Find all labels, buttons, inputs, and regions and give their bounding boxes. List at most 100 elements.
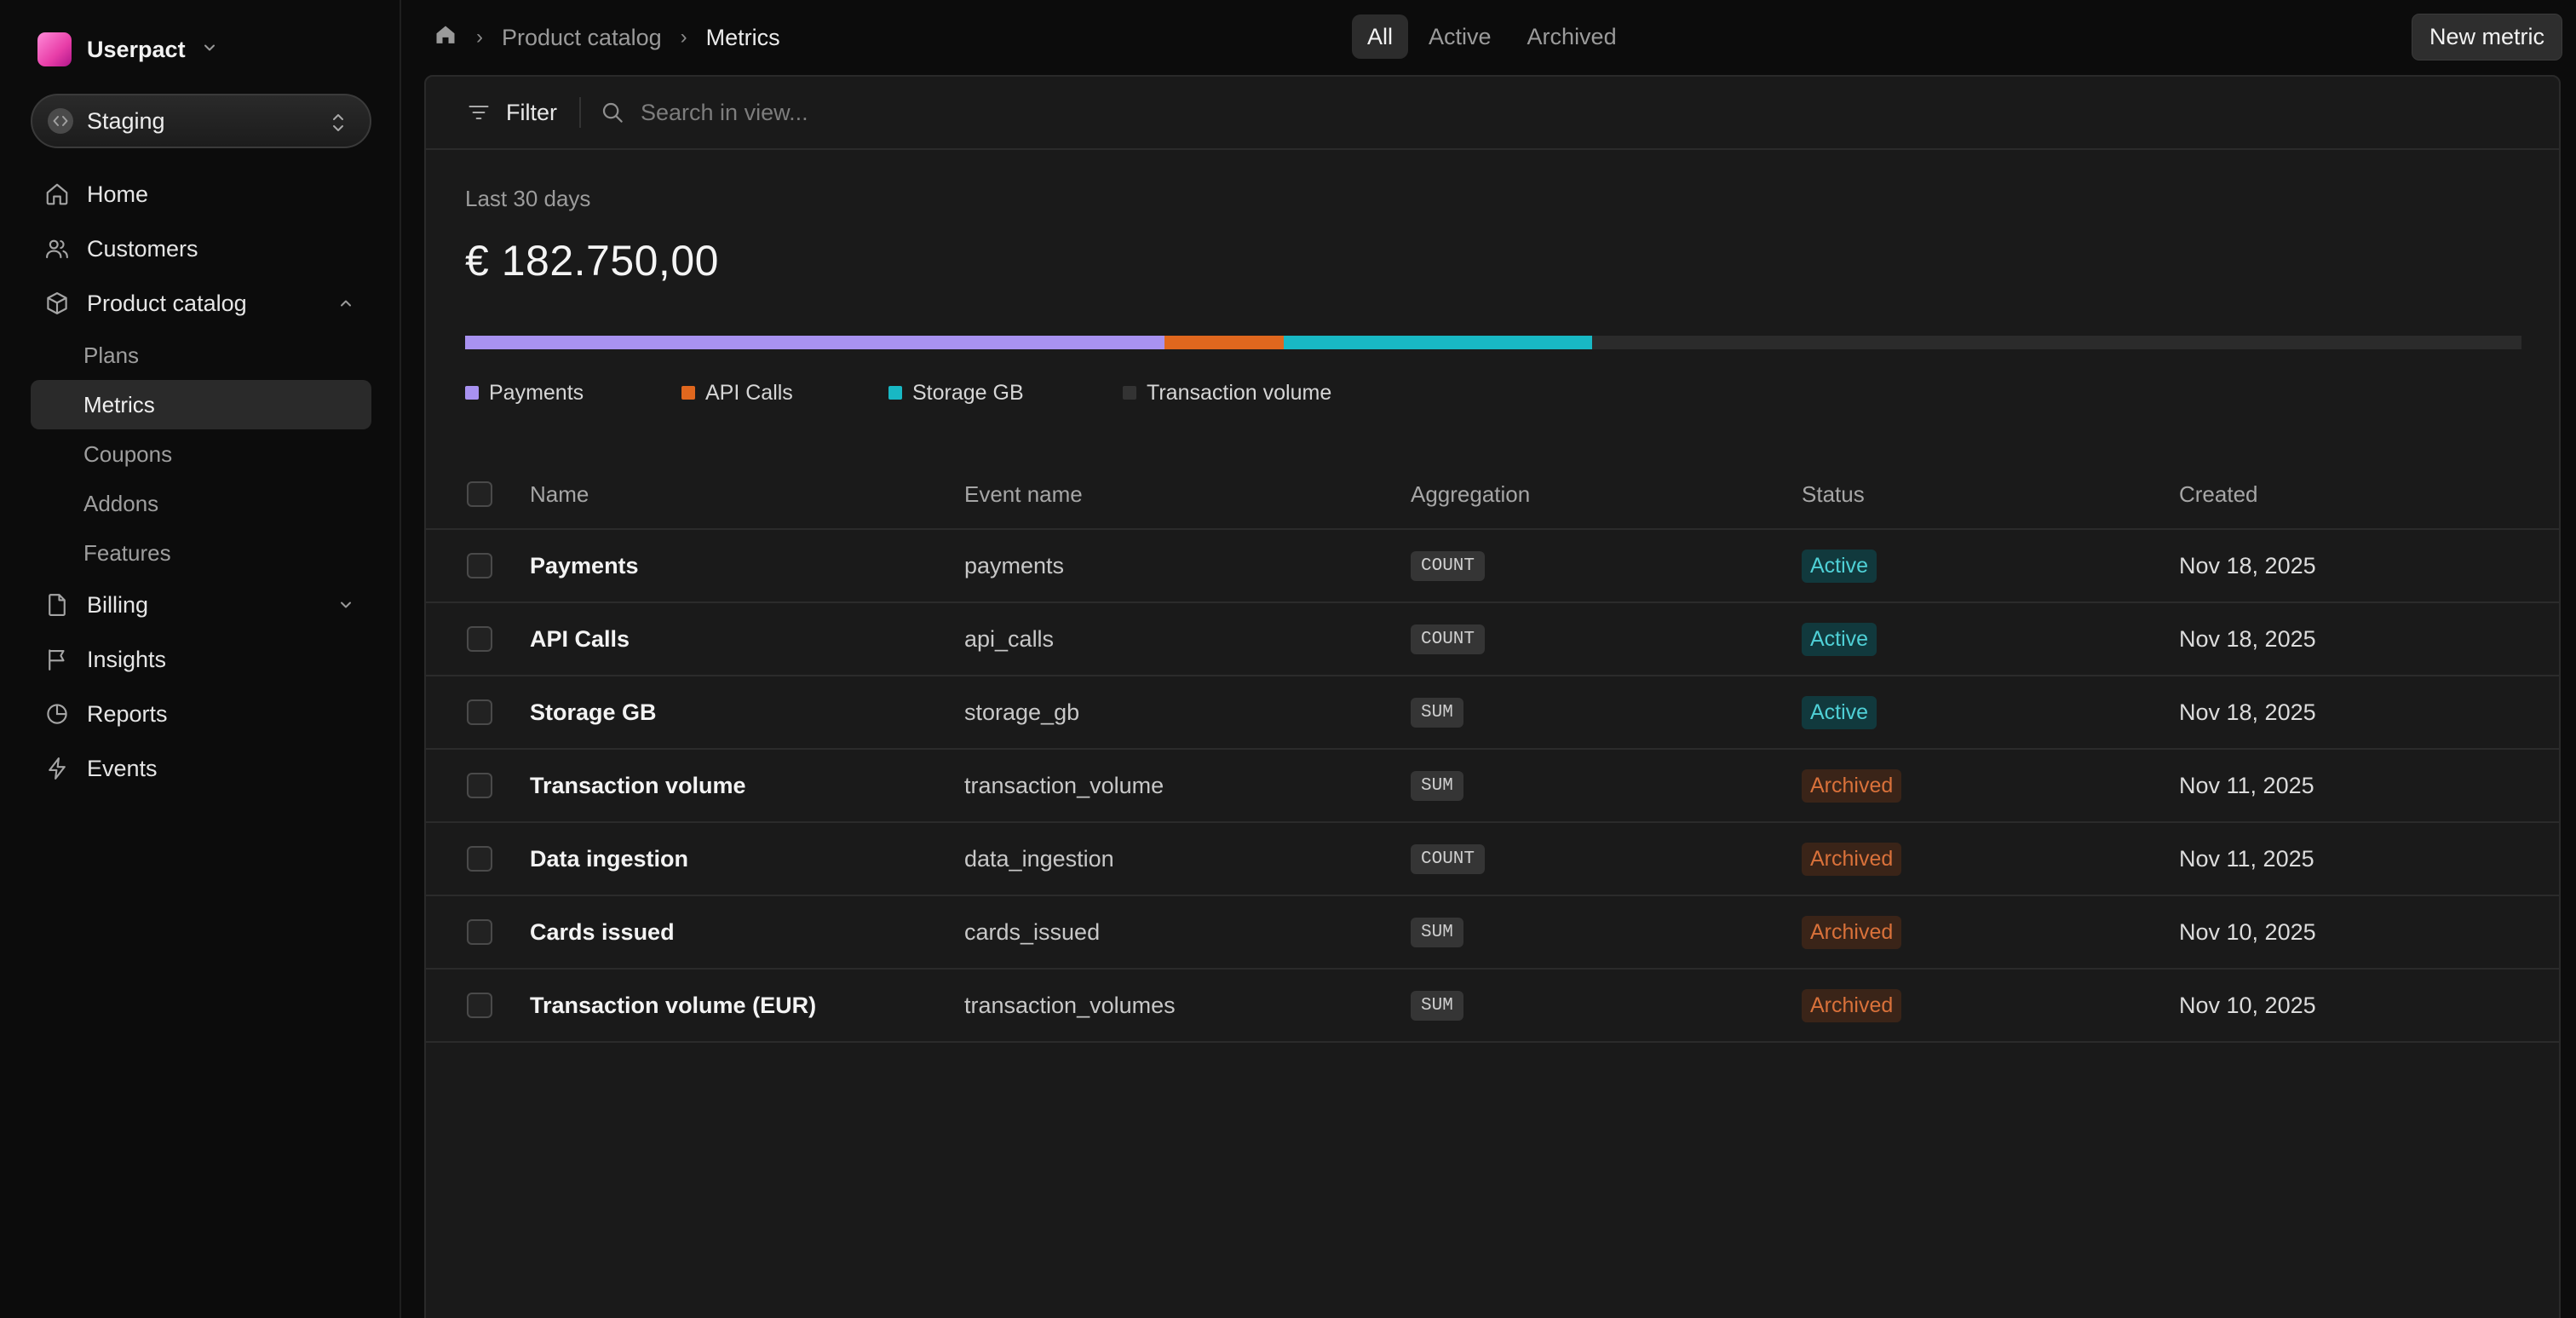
- sidebar: Userpact Staging Home Customers Product …: [0, 0, 401, 1318]
- legend-label: Storage GB: [912, 380, 1024, 405]
- row-checkbox[interactable]: [467, 553, 492, 578]
- new-metric-button[interactable]: New metric: [2411, 14, 2562, 60]
- row-checkbox[interactable]: [467, 993, 492, 1018]
- usage-legend: Payments API Calls Storage GB Transactio…: [465, 378, 1331, 407]
- sidebar-subitem-addons[interactable]: Addons: [83, 490, 159, 516]
- pie-chart-icon: [47, 704, 67, 724]
- table-body: Payments payments COUNT Active Nov 18, 2…: [426, 530, 2559, 1043]
- sidebar-item-insights[interactable]: Insights: [31, 632, 371, 687]
- legend-label: API Calls: [705, 380, 793, 405]
- summary-period: Last 30 days: [465, 186, 591, 211]
- event-name: data_ingestion: [964, 845, 1114, 872]
- org-switcher[interactable]: Userpact: [37, 32, 218, 66]
- legend-item-transaction-volume: Transaction volume: [1123, 381, 1331, 406]
- environment-selector[interactable]: Staging: [31, 94, 371, 148]
- search-icon: [602, 102, 623, 123]
- breadcrumb-current: Metrics: [705, 24, 780, 50]
- sidebar-subitem-coupons[interactable]: Coupons: [83, 440, 173, 467]
- created-date: Nov 18, 2025: [2179, 625, 2316, 652]
- status-filter-tabs: All Active Archived: [1352, 14, 1632, 59]
- view-toolbar: Filter: [426, 77, 2559, 150]
- table-row[interactable]: Cards issued cards_issued SUM Archived N…: [426, 896, 2559, 970]
- filter-button[interactable]: Filter: [467, 100, 557, 126]
- row-checkbox[interactable]: [467, 773, 492, 798]
- created-date: Nov 18, 2025: [2179, 552, 2316, 578]
- sidebar-item-home[interactable]: Home: [31, 167, 371, 222]
- sidebar-subitem-metrics[interactable]: Metrics: [31, 380, 371, 429]
- sidebar-item-customers[interactable]: Customers: [31, 222, 371, 276]
- tab-archived[interactable]: Archived: [1527, 23, 1617, 49]
- top-bar: › Product catalog › Metrics All Active A…: [401, 0, 2576, 75]
- sidebar-item-label: Customers: [87, 235, 198, 262]
- tab-active[interactable]: Active: [1429, 23, 1492, 49]
- legend-item-storage-gb: Storage GB: [888, 381, 1123, 406]
- table-row[interactable]: Storage GB storage_gb SUM Active Nov 18,…: [426, 676, 2559, 750]
- legend-swatch: [681, 386, 695, 400]
- home-icon: [46, 183, 68, 205]
- usage-bar-segment: [1164, 336, 1284, 349]
- aggregation-badge: SUM: [1411, 917, 1463, 947]
- sidebar-item-label: Product catalog: [87, 290, 247, 316]
- breadcrumb-product-catalog[interactable]: Product catalog: [502, 24, 662, 50]
- select-all-checkbox[interactable]: [467, 481, 492, 507]
- sidebar-item-label: Reports: [87, 700, 168, 727]
- sidebar-item-billing[interactable]: Billing: [31, 578, 371, 632]
- metrics-table: Name Event name Aggregation Status Creat…: [426, 460, 2559, 1043]
- row-checkbox[interactable]: [467, 699, 492, 725]
- table-row[interactable]: Transaction volume transaction_volume SU…: [426, 750, 2559, 823]
- sidebar-subitem-plans[interactable]: Plans: [83, 342, 140, 368]
- metric-name: Payments: [530, 552, 639, 578]
- table-row[interactable]: Data ingestion data_ingestion COUNT Arch…: [426, 823, 2559, 896]
- legend-swatch: [465, 386, 479, 400]
- toolbar-divider: [579, 97, 581, 128]
- status-badge: Archived: [1802, 988, 1902, 1022]
- status-badge: Active: [1802, 622, 1877, 656]
- sidebar-nav: Home Customers Product catalog Plans Met…: [31, 167, 371, 796]
- sidebar-item-label: Home: [87, 181, 149, 207]
- event-name: transaction_volume: [964, 772, 1164, 798]
- column-header-aggregation[interactable]: Aggregation: [1411, 481, 1531, 507]
- table-row[interactable]: API Calls api_calls COUNT Active Nov 18,…: [426, 603, 2559, 676]
- sidebar-item-reports[interactable]: Reports: [31, 687, 371, 741]
- file-icon: [49, 594, 66, 616]
- tab-all[interactable]: All: [1352, 14, 1409, 59]
- created-date: Nov 11, 2025: [2179, 845, 2314, 872]
- row-checkbox[interactable]: [467, 846, 492, 872]
- org-name: Userpact: [87, 36, 186, 62]
- row-checkbox[interactable]: [467, 626, 492, 652]
- flag-icon: [49, 649, 65, 671]
- aggregation-badge: SUM: [1411, 697, 1463, 728]
- column-header-name[interactable]: Name: [530, 481, 589, 507]
- chevron-up-icon: [341, 300, 351, 307]
- aggregation-badge: COUNT: [1411, 624, 1486, 654]
- summary-total: € 182.750,00: [465, 237, 719, 285]
- metric-name: API Calls: [530, 625, 630, 652]
- search-input[interactable]: [641, 99, 1407, 126]
- metric-name: Storage GB: [530, 699, 657, 725]
- home-icon[interactable]: [434, 23, 457, 53]
- column-header-event-name[interactable]: Event name: [964, 481, 1083, 507]
- lightning-icon: [49, 757, 66, 780]
- table-row[interactable]: Payments payments COUNT Active Nov 18, 2…: [426, 530, 2559, 603]
- sidebar-subitem-features[interactable]: Features: [83, 539, 171, 566]
- sidebar-item-events[interactable]: Events: [31, 741, 371, 796]
- chevron-right-icon: ›: [476, 26, 483, 49]
- legend-label: Payments: [489, 380, 584, 405]
- usage-bar-segment: [465, 336, 1164, 349]
- metrics-panel: Filter Last 30 days € 182.750,00 Payment…: [424, 75, 2561, 1318]
- org-logo: [37, 32, 72, 66]
- status-badge: Archived: [1802, 915, 1902, 949]
- chevron-right-icon: ›: [680, 26, 687, 49]
- row-checkbox[interactable]: [467, 919, 492, 945]
- column-header-status[interactable]: Status: [1802, 481, 1865, 507]
- code-icon: [48, 108, 73, 134]
- column-header-created[interactable]: Created: [2179, 481, 2258, 507]
- sidebar-item-product-catalog[interactable]: Product catalog: [31, 276, 371, 331]
- filter-icon: [469, 105, 489, 120]
- chevron-down-icon: [201, 39, 218, 60]
- usage-bar-segment: [1283, 336, 1592, 349]
- table-row[interactable]: Transaction volume (EUR) transaction_vol…: [426, 970, 2559, 1043]
- product-catalog-subnav: Plans Metrics Coupons Addons Features: [31, 331, 371, 578]
- breadcrumb: › Product catalog › Metrics: [434, 20, 780, 55]
- status-badge: Archived: [1802, 842, 1902, 876]
